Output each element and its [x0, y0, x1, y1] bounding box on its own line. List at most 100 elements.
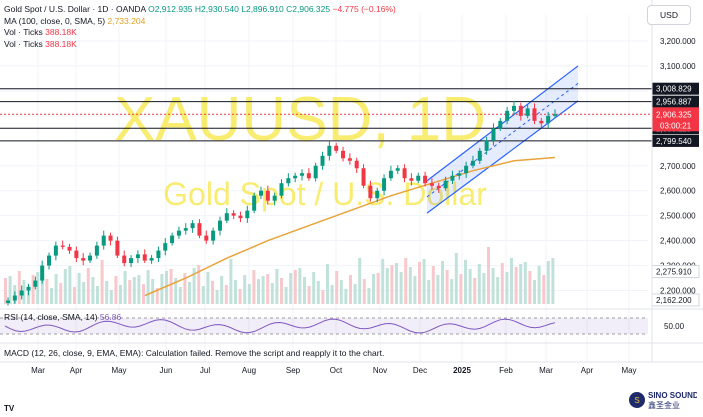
volume-bar	[40, 270, 44, 304]
candle-body	[115, 240, 120, 256]
volume-bar	[284, 287, 288, 304]
candles	[6, 100, 557, 306]
volume-bar	[238, 289, 242, 304]
candle-body	[429, 183, 434, 186]
volume-bar	[289, 273, 293, 304]
candle-body	[498, 120, 503, 129]
volume-bar	[491, 268, 495, 304]
volume-bar	[381, 259, 385, 304]
volume-bar	[418, 262, 421, 304]
candle-body	[142, 254, 147, 261]
price-tick-label: 2,600.000	[660, 187, 696, 196]
volume-bar	[450, 279, 454, 304]
volume-bar	[413, 276, 417, 304]
volume-bar	[252, 270, 256, 304]
candle-body	[525, 108, 530, 116]
volume-bar	[178, 287, 182, 304]
volume-bar	[367, 288, 371, 304]
volume-bar	[376, 273, 380, 304]
volume-bar	[303, 277, 306, 304]
candle-body	[443, 180, 448, 189]
candle-body	[327, 145, 332, 156]
ma-value: 2,733.204	[107, 15, 146, 26]
level-label: 2,799.540	[656, 137, 692, 146]
candle-body	[67, 246, 72, 251]
volume-bar	[399, 272, 403, 304]
volume-bar	[224, 285, 228, 304]
volume-bar	[454, 253, 458, 304]
symbol-watermark: XAUUSD, 1D Gold Spot / U.S. Dollar	[114, 85, 487, 212]
candle-body	[60, 245, 65, 247]
candle-body	[375, 190, 380, 199]
candle-body	[224, 213, 229, 221]
countdown-label: 03:00:21	[660, 121, 692, 130]
volume-bar	[165, 271, 168, 304]
candle-body	[26, 286, 31, 291]
candle-body	[477, 150, 482, 161]
candle-body	[258, 190, 263, 196]
currency-button[interactable]: USD	[647, 5, 691, 25]
volume-bars	[4, 247, 555, 304]
time-tick-label: May	[111, 366, 126, 375]
time-tick-label: Nov	[373, 366, 387, 375]
legend-change: −4.775 (−0.16%)	[332, 4, 396, 14]
channel-upper-line	[426, 65, 579, 182]
volume-bar	[174, 278, 178, 304]
candle-body	[395, 168, 400, 171]
candle-body	[334, 145, 339, 151]
volume-bar	[362, 279, 366, 304]
time-tick-label: Mar	[539, 366, 553, 375]
candle-body	[306, 173, 311, 179]
volume-bar	[349, 275, 352, 304]
volume-bar	[261, 276, 265, 304]
volume-bar	[441, 261, 444, 304]
candle-body	[354, 160, 359, 169]
candle-body	[320, 155, 325, 166]
volume-bar	[137, 275, 141, 304]
volume-bar	[358, 258, 362, 304]
volume-bar	[119, 285, 122, 304]
volume-bar	[105, 281, 109, 304]
brand-cn: 鑫圣金业	[648, 400, 680, 410]
candle-body	[74, 250, 79, 259]
volume-bar	[22, 280, 26, 304]
volume-bar	[464, 260, 467, 304]
candle-body	[101, 235, 106, 246]
volume-bar	[77, 273, 81, 304]
candle-body	[53, 245, 58, 256]
vol-value: 388.18K	[45, 27, 77, 37]
candle-body	[19, 290, 24, 296]
volume-bar	[395, 263, 398, 304]
ma-label: MA (100, close, 0, SMA, 5)	[4, 15, 106, 26]
volume-bar	[169, 269, 173, 304]
candle-body	[423, 175, 428, 184]
volume-bar	[505, 272, 509, 304]
vol-label: Vol · Ticks	[4, 38, 43, 49]
volume-bar	[312, 272, 316, 304]
candle-body	[293, 175, 298, 179]
price-tick-label: 2,700.000	[660, 162, 696, 171]
volume-bar	[385, 268, 389, 304]
candle-body	[484, 140, 489, 151]
channel-fill	[427, 65, 578, 214]
time-tick-label: Sep	[286, 366, 301, 375]
volume-bar	[482, 273, 486, 304]
time-tick-label: 2025	[453, 366, 471, 375]
volume-bar	[431, 266, 435, 304]
volume-bar	[533, 280, 536, 304]
legend-vol-row-2: Vol · Ticks 388.18K	[4, 39, 396, 51]
watermark-name: Gold Spot / U.S. Dollar	[163, 176, 487, 212]
price-tick-label: 3,100.000	[660, 62, 696, 71]
candle-body	[176, 230, 181, 236]
volume-bar	[546, 261, 550, 304]
volume-bar	[215, 290, 219, 304]
volume-bar	[96, 286, 99, 304]
candle-body	[546, 115, 551, 124]
volume-bar	[528, 271, 532, 304]
level-tag	[652, 134, 699, 147]
volume-bar	[206, 272, 210, 304]
candle-body	[252, 195, 257, 211]
volume-bar	[188, 282, 191, 304]
tradingview-logo[interactable]: TV	[4, 404, 15, 413]
